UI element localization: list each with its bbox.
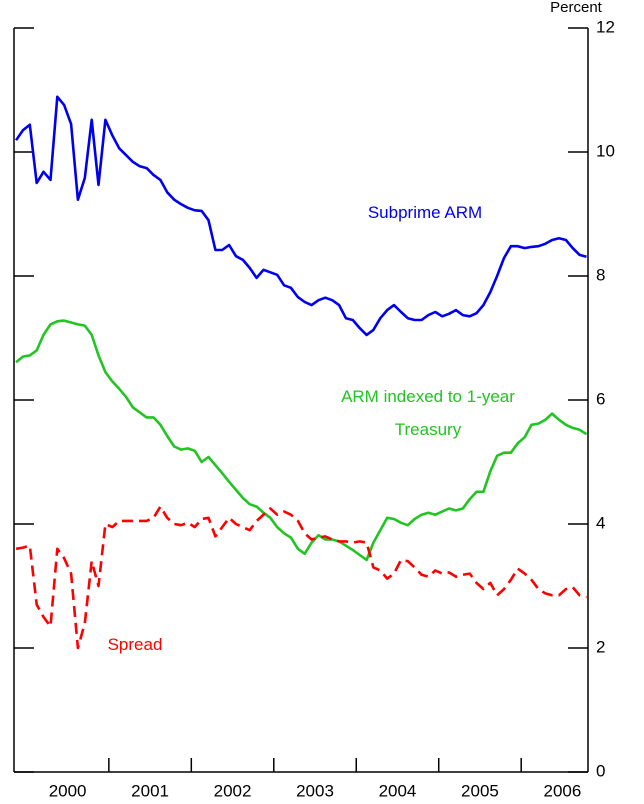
x-tick-label: 2001 (131, 781, 169, 800)
y-tick-label: 8 (596, 265, 605, 284)
y-tick-label: 2 (596, 637, 605, 656)
series-line (15, 95, 587, 337)
series-label: Spread (107, 635, 163, 654)
y-tick-label: 6 (596, 389, 605, 408)
x-tick-label: 2003 (296, 781, 334, 800)
series-line (15, 505, 587, 650)
x-tick-label: 2002 (214, 781, 252, 800)
series-line (15, 319, 588, 562)
series-label: Subprime ARM (367, 203, 483, 222)
y-tick-label: 0 (596, 761, 605, 780)
series-label: ARM indexed to 1-year Treasury (341, 387, 515, 439)
y-tick-label: 10 (596, 141, 615, 160)
x-tick-label: 2005 (461, 781, 499, 800)
y-tick-label: 4 (596, 513, 605, 532)
y-tick-label: 12 (596, 17, 615, 36)
x-tick-label: 2004 (379, 781, 417, 800)
y-axis-label: Percent (550, 0, 603, 16)
x-tick-label: 2000 (49, 781, 87, 800)
x-tick-label: 2006 (544, 781, 582, 800)
